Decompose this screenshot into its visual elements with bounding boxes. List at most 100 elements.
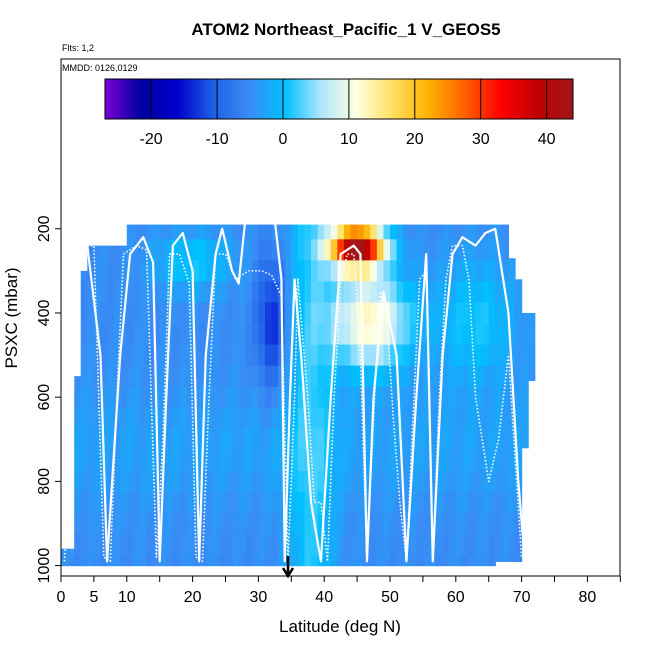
colorbar-swatch: [121, 79, 126, 119]
heatmap-cell: [521, 323, 529, 346]
heatmap-cell: [324, 470, 332, 493]
heatmap-cell: [225, 239, 233, 261]
colorbar-swatch: [556, 79, 561, 119]
heatmap-cell: [186, 428, 194, 451]
heatmap-cell: [383, 344, 391, 367]
heatmap-cell: [192, 555, 200, 567]
heatmap-cell: [264, 534, 273, 556]
y-tick-label: 400: [36, 300, 53, 327]
colorbar-swatch: [459, 79, 464, 119]
heatmap-cell: [495, 302, 503, 325]
heatmap-cell: [363, 281, 371, 304]
heatmap-cell: [390, 555, 398, 567]
heatmap-cell: [271, 534, 279, 556]
colorbar-frame: [104, 78, 574, 120]
heatmap-cell: [363, 302, 371, 325]
heatmap-cell: [357, 534, 365, 556]
heatmap-cell: [271, 428, 279, 451]
heatmap-cell: [264, 302, 273, 325]
heatmap-cell: [409, 239, 417, 261]
heatmap-cell: [100, 281, 108, 304]
heatmap-cell: [87, 386, 95, 409]
heatmap-cell: [93, 386, 102, 409]
heatmap-cell: [212, 365, 220, 388]
heatmap-cell: [429, 449, 437, 472]
heatmap-cell: [199, 281, 207, 304]
heatmap-cell: [87, 512, 95, 535]
heatmap-cell: [284, 491, 292, 514]
heatmap-cell: [80, 323, 88, 346]
heatmap-cell: [468, 428, 477, 451]
heatmap-cell: [251, 428, 259, 451]
heatmap-cell: [383, 407, 391, 430]
heatmap-cell: [297, 470, 306, 493]
heatmap-cell: [521, 365, 529, 388]
colorbar-swatch: [419, 79, 424, 119]
heatmap-cell: [311, 365, 319, 388]
heatmap-cell: [501, 534, 510, 556]
heatmap-cell: [166, 534, 174, 556]
heatmap-cell: [245, 407, 253, 430]
heatmap-cell: [468, 239, 477, 261]
heatmap-cell: [100, 302, 108, 325]
heatmap-cell: [192, 239, 200, 261]
heatmap-cell: [515, 386, 523, 409]
heatmap-cell: [343, 428, 352, 451]
heatmap-cell: [343, 224, 352, 240]
heatmap-cell: [390, 470, 398, 493]
heatmap-cell: [495, 470, 503, 493]
heatmap-cell: [396, 555, 404, 567]
heatmap-cell: [396, 470, 404, 493]
heatmap-cell: [436, 260, 444, 283]
heatmap-cell: [468, 449, 477, 472]
heatmap-cell: [515, 344, 523, 367]
heatmap-cell: [304, 239, 312, 261]
heatmap-cell: [278, 239, 286, 261]
heatmap-cell: [317, 260, 325, 283]
heatmap-cell: [225, 449, 233, 472]
heatmap-cell: [370, 365, 378, 388]
heatmap-cell: [383, 260, 391, 283]
heatmap-cell: [113, 302, 121, 325]
colorbar-swatch: [195, 79, 200, 119]
heatmap-cell: [284, 512, 292, 535]
heatmap-cell: [501, 470, 510, 493]
heatmap-cell: [403, 386, 411, 409]
colorbar-swatch: [238, 79, 243, 119]
heatmap-cell: [238, 449, 246, 472]
x-tick-label: 50: [381, 589, 399, 606]
colorbar-swatch: [529, 79, 534, 119]
heatmap-cell: [422, 534, 431, 556]
heatmap-cell: [133, 470, 141, 493]
heatmap-cell: [455, 512, 463, 535]
heatmap-cell: [74, 386, 82, 409]
heatmap-cell: [396, 449, 404, 472]
heatmap-cell: [264, 491, 273, 514]
heatmap-cell: [330, 555, 338, 567]
heatmap-cell: [159, 512, 167, 535]
heatmap-cell: [199, 491, 207, 514]
heatmap-cell: [475, 428, 483, 451]
heatmap-cell: [245, 491, 253, 514]
heatmap-cell: [422, 470, 431, 493]
x-tick-label: 60: [447, 589, 465, 606]
heatmap-cell: [212, 534, 220, 556]
heatmap-cell: [330, 365, 338, 388]
heatmap-cell: [87, 302, 95, 325]
heatmap-cell: [468, 407, 477, 430]
heatmap-cell: [232, 470, 240, 493]
heatmap-cell: [113, 365, 121, 388]
heatmap-cell: [232, 224, 240, 240]
heatmap-cell: [139, 428, 148, 451]
heatmap-cell: [212, 407, 220, 430]
heatmap-cell: [330, 470, 338, 493]
heatmap-cell: [139, 534, 148, 556]
heatmap-cell: [409, 323, 417, 346]
heatmap-cell: [251, 470, 259, 493]
heatmap-cell: [442, 281, 450, 304]
heatmap-cell: [304, 302, 312, 325]
heatmap-cell: [350, 555, 358, 567]
heatmap-cell: [311, 407, 319, 430]
heatmap-cell: [429, 470, 437, 493]
heatmap-cell: [396, 302, 404, 325]
